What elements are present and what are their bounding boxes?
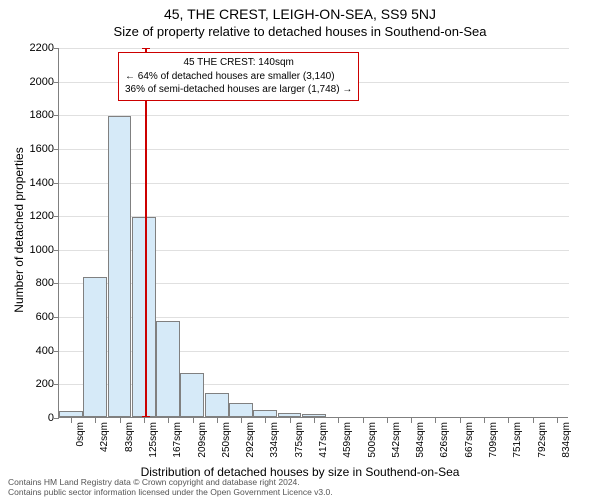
xtick-mark [193, 418, 194, 423]
xtick-mark [241, 418, 242, 423]
ytick-mark [54, 183, 59, 184]
xtick-label: 542sqm [391, 422, 402, 458]
xtick-mark [435, 418, 436, 423]
chart-title: 45, THE CREST, LEIGH-ON-SEA, SS9 5NJ [0, 0, 600, 22]
xtick-label: 125sqm [148, 422, 159, 458]
xtick-label: 167sqm [172, 422, 183, 458]
xtick-mark [95, 418, 96, 423]
histogram-bar [156, 321, 180, 417]
ytick-label: 800 [36, 277, 54, 289]
xtick-label: 667sqm [464, 422, 475, 458]
xtick-label: 500sqm [367, 422, 378, 458]
ytick-label: 200 [36, 378, 54, 390]
xtick-mark [460, 418, 461, 423]
histogram-bar [108, 116, 132, 417]
ytick-mark [54, 115, 59, 116]
histogram-bar [302, 414, 326, 417]
xtick-mark [168, 418, 169, 423]
ytick-mark [54, 250, 59, 251]
ytick-label: 1200 [30, 210, 54, 222]
ytick-mark [54, 418, 59, 419]
histogram-bar [180, 373, 204, 417]
histogram-bar [83, 277, 107, 417]
chart-plot-area: 0200400600800100012001400160018002000220… [58, 48, 568, 418]
xtick-mark [217, 418, 218, 423]
xtick-mark [387, 418, 388, 423]
xtick-label: 375sqm [294, 422, 305, 458]
ytick-label: 1000 [30, 244, 54, 256]
xtick-label: 83sqm [124, 422, 135, 452]
ytick-label: 1600 [30, 143, 54, 155]
xtick-label: 250sqm [221, 422, 232, 458]
xtick-label: 792sqm [537, 422, 548, 458]
xtick-mark [533, 418, 534, 423]
plot-frame: 0200400600800100012001400160018002000220… [58, 48, 568, 418]
ytick-label: 0 [48, 412, 54, 424]
xtick-label: 42sqm [99, 422, 110, 452]
xtick-label: 459sqm [342, 422, 353, 458]
chart-subtitle: Size of property relative to detached ho… [0, 22, 600, 39]
ytick-mark [54, 283, 59, 284]
gridline [59, 115, 569, 116]
xtick-mark [363, 418, 364, 423]
histogram-bar [229, 403, 253, 417]
ytick-label: 400 [36, 345, 54, 357]
ytick-label: 1400 [30, 177, 54, 189]
histogram-bar [205, 393, 229, 417]
xtick-label: 709sqm [488, 422, 499, 458]
histogram-bar [253, 410, 277, 417]
xtick-mark [144, 418, 145, 423]
gridline [59, 183, 569, 184]
xtick-label: 334sqm [269, 422, 280, 458]
annotation-line-3: 36% of semi-detached houses are larger (… [125, 83, 352, 97]
xtick-mark [411, 418, 412, 423]
xtick-label: 209sqm [197, 422, 208, 458]
ytick-mark [54, 82, 59, 83]
reference-line [145, 48, 147, 417]
xtick-mark [557, 418, 558, 423]
xtick-label: 292sqm [245, 422, 256, 458]
ytick-mark [54, 48, 59, 49]
ytick-mark [54, 216, 59, 217]
xtick-mark [120, 418, 121, 423]
xtick-label: 626sqm [439, 422, 450, 458]
xtick-mark [290, 418, 291, 423]
footer-line-2: Contains public sector information licen… [8, 488, 333, 498]
xtick-mark [484, 418, 485, 423]
footer-attribution: Contains HM Land Registry data © Crown c… [8, 478, 333, 498]
histogram-bar [59, 411, 83, 417]
xtick-label: 584sqm [415, 422, 426, 458]
ytick-mark [54, 317, 59, 318]
ytick-label: 2000 [30, 76, 54, 88]
xtick-mark [314, 418, 315, 423]
ytick-label: 1800 [30, 109, 54, 121]
xtick-label: 751sqm [512, 422, 523, 458]
xtick-mark [265, 418, 266, 423]
xtick-label: 417sqm [318, 422, 329, 458]
xtick-label: 834sqm [561, 422, 572, 458]
gridline [59, 149, 569, 150]
ytick-label: 2200 [30, 42, 54, 54]
histogram-bar [278, 413, 302, 417]
ytick-mark [54, 149, 59, 150]
reference-annotation-box: 45 THE CREST: 140sqm ← 64% of detached h… [118, 52, 359, 101]
y-axis-label: Number of detached properties [12, 147, 26, 312]
xtick-mark [508, 418, 509, 423]
ytick-mark [54, 351, 59, 352]
ytick-label: 600 [36, 311, 54, 323]
xtick-mark [71, 418, 72, 423]
ytick-mark [54, 384, 59, 385]
gridline [59, 48, 569, 49]
xtick-label: 0sqm [75, 422, 86, 446]
annotation-line-1: 45 THE CREST: 140sqm [125, 56, 352, 70]
xtick-mark [338, 418, 339, 423]
annotation-line-2: ← 64% of detached houses are smaller (3,… [125, 70, 352, 84]
